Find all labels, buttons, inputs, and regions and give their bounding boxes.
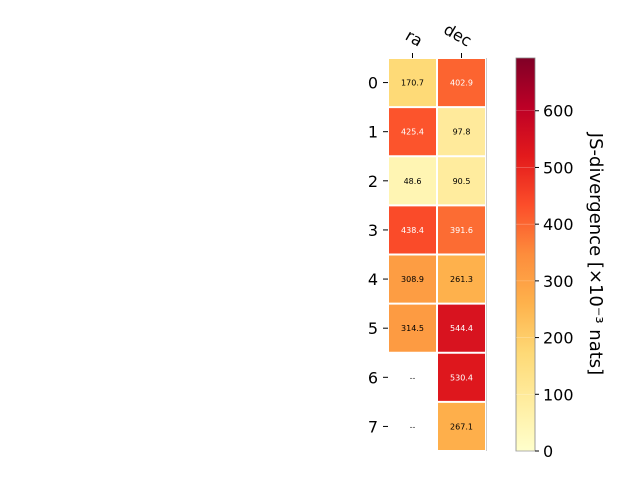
cell-value-label: 261.3	[450, 275, 473, 284]
column-tick-label: dec	[441, 20, 475, 51]
cell-missing-label: --	[410, 373, 416, 382]
cell-value-label: 391.6	[450, 226, 473, 235]
colorbar: 0 100 200 300 400 500 600	[515, 57, 574, 461]
cell-missing-label: --	[410, 422, 416, 431]
heatmap-cell	[438, 304, 485, 352]
heatmap-cell	[438, 108, 485, 156]
column-tick-label: ra	[402, 26, 426, 51]
cell-value-label: 170.7	[401, 79, 424, 88]
cell-value-label: 544.4	[450, 324, 473, 333]
cell-value-label: 308.9	[401, 275, 424, 284]
colorbar-tick-label: 300	[543, 272, 574, 291]
heatmap-cell	[438, 206, 485, 254]
cell-value-label: 402.9	[450, 79, 473, 88]
colorbar-tick-label: 400	[543, 215, 574, 234]
cell-value-label: 267.1	[450, 422, 473, 431]
cell-value-label: 48.6	[404, 177, 422, 186]
heatmap-cell	[438, 255, 485, 303]
colorbar-label: JS-divergence [×10⁻³ nats]	[585, 132, 606, 375]
colorbar-tick-label: 100	[543, 385, 574, 404]
column-labels: ra dec	[402, 20, 475, 58]
cell-value-label: 97.8	[453, 128, 471, 137]
heatmap-cell	[389, 255, 436, 303]
heatmap-cell	[389, 157, 436, 205]
heatmap-cells: 170.7 402.9 425.4 97.8 48.6 90.5 438.4 391.6 308…	[389, 59, 485, 450]
heatmap-cell	[438, 402, 485, 450]
colorbar-tick-label: 500	[543, 158, 574, 177]
colorbar-tick-label: 0	[543, 442, 553, 461]
row-tick-label: 5	[368, 319, 378, 338]
row-tick-label: 3	[368, 221, 378, 240]
colorbar-tick-label: 200	[543, 329, 574, 348]
cell-value-label: 90.5	[453, 177, 471, 186]
row-tick-label: 2	[368, 172, 378, 191]
row-tick-label: 6	[368, 368, 378, 387]
cell-value-label: 530.4	[450, 373, 473, 382]
row-tick-label: 0	[368, 74, 378, 93]
cell-value-label: 314.5	[401, 324, 424, 333]
row-tick-label: 1	[368, 123, 378, 142]
heatmap-cell	[389, 206, 436, 254]
heatmap-cell	[389, 59, 436, 107]
colorbar-tick-label: 600	[543, 102, 574, 121]
row-tick-label: 7	[368, 417, 378, 436]
heatmap-cell	[389, 108, 436, 156]
heatmap-cell	[438, 353, 485, 401]
colorbar-gradient	[515, 57, 536, 452]
cell-value-label: 438.4	[401, 226, 424, 235]
cell-value-label: 425.4	[401, 128, 424, 137]
heatmap-cell	[438, 59, 485, 107]
heatmap-cell	[389, 304, 436, 352]
row-tick-label: 4	[368, 270, 378, 289]
row-labels: 0 1 2 3 4 5 6 7	[368, 74, 388, 436]
heatmap-cell	[438, 157, 485, 205]
